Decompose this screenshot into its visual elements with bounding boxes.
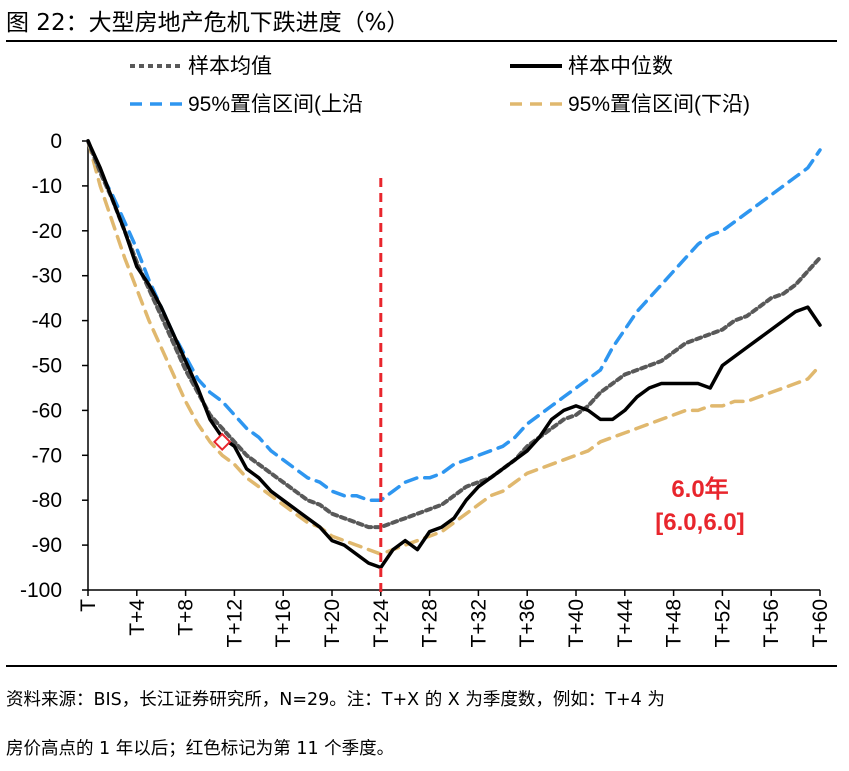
y-tick-label: -90 [32,534,62,557]
y-tick-label: -40 [32,310,62,333]
x-tick-label: T+8 [175,599,198,636]
legend-label-lower: 95%置信区间(下沿) [568,93,750,116]
y-tick-label: -30 [32,265,62,288]
source-note-line2: 房价高点的 1 年以后；红色标记为第 11 个季度。 [6,739,395,759]
x-tick-label: T+20 [321,599,344,647]
series-upper-ci [86,139,822,502]
line-chart: 样本均值 样本中位数 95%置信区间(上沿 95%置信区间(下沿) 0 -10 -2… [20,55,832,647]
legend-label-median: 样本中位数 [568,55,673,78]
annotation: 6.0年 [6.0,6.0] [655,475,744,536]
source-note-line1: 资料来源：BIS，长江证券研究所，N=29。注：T+X 的 X 为季度数，例如：… [6,690,665,710]
annotation-years: 6.0年 [671,475,728,503]
x-tick-label: T+28 [419,599,442,647]
x-tick-label: T+60 [809,599,832,647]
y-tick-label: -50 [32,355,62,378]
x-tick-label: T+44 [614,599,637,648]
x-tick-label: T+40 [565,599,588,647]
y-tick-label: -10 [32,175,62,198]
series-median [86,139,822,570]
footer-rule [6,665,837,667]
y-tick-label: -80 [32,489,62,512]
y-tick-label: -60 [32,399,62,422]
legend-label-mean: 样本均值 [188,55,272,78]
title-rule [6,40,837,42]
y-tick-label: -20 [32,220,62,243]
y-tick-label: 0 [50,130,62,153]
marker-diamond [213,432,232,452]
x-tick-label: T+52 [711,599,734,647]
series-lower-ci [86,139,822,556]
figure-title: 图 22：大型房地产危机下跌进度（%） [6,10,410,36]
x-tick-label: T+32 [467,599,490,647]
legend: 样本均值 样本中位数 95%置信区间(上沿 95%置信区间(下沿) [130,55,750,116]
x-tick-label: T [77,599,100,612]
y-tick-label: -100 [20,579,62,602]
series-layer [86,139,822,592]
axes: 0 -10 -20 -30 -40 -50 -60 -70 -80 -90 -100 T T+4 T+8 T… [20,130,832,647]
x-tick-label: T+56 [760,599,783,647]
annotation-range: [6.0,6.0] [655,509,744,536]
x-tick-label: T+16 [272,599,295,647]
x-tick-label: T+4 [126,599,149,636]
x-tick-label: T+12 [223,599,246,647]
y-tick-label: -70 [32,444,62,467]
x-tick-label: T+24 [370,599,393,648]
series-mean [86,139,822,530]
legend-label-upper: 95%置信区间(上沿 [188,93,363,116]
x-tick-label: T+36 [516,599,539,647]
x-tick-label: T+48 [663,599,686,647]
